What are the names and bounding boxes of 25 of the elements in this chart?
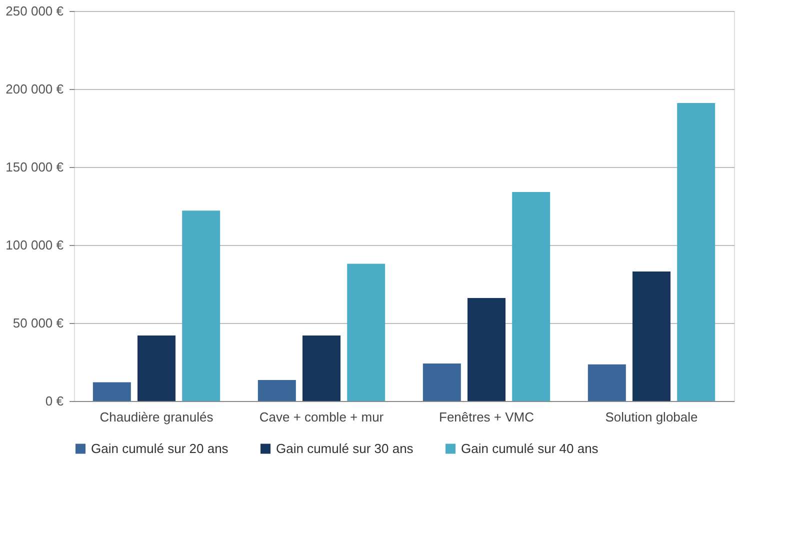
bar: [632, 272, 670, 401]
bar: [138, 335, 176, 401]
bar: [422, 364, 461, 401]
x-tick-label: Cave + comble + mur: [259, 410, 384, 424]
bar: [92, 382, 131, 401]
legend-label: Gain cumulé sur 30 ans: [276, 440, 414, 456]
x-tick-label: Solution globale: [605, 410, 698, 424]
y-tick-label: 100 000 €: [6, 238, 64, 252]
x-tick-label: Chaudière granulés: [100, 410, 214, 424]
bar: [512, 192, 550, 401]
bar: [258, 380, 296, 401]
y-tick-label: 50 000 €: [12, 316, 64, 330]
bar: [182, 210, 220, 401]
bar: [677, 103, 716, 401]
bar: [302, 335, 340, 401]
bar: [347, 264, 386, 401]
bar: [588, 364, 626, 401]
y-tick-label: 200 000 €: [6, 82, 64, 96]
legend-label: Gain cumulé sur 20 ans: [91, 440, 229, 456]
y-tick-label: 0 €: [45, 394, 64, 408]
x-tick-label: Fenêtres + VMC: [438, 410, 534, 424]
y-tick-label: 150 000 €: [6, 160, 64, 174]
bar: [468, 298, 506, 401]
y-tick-label: 250 000 €: [6, 4, 64, 18]
legend-label: Gain cumulé sur 40 ans: [461, 440, 599, 456]
